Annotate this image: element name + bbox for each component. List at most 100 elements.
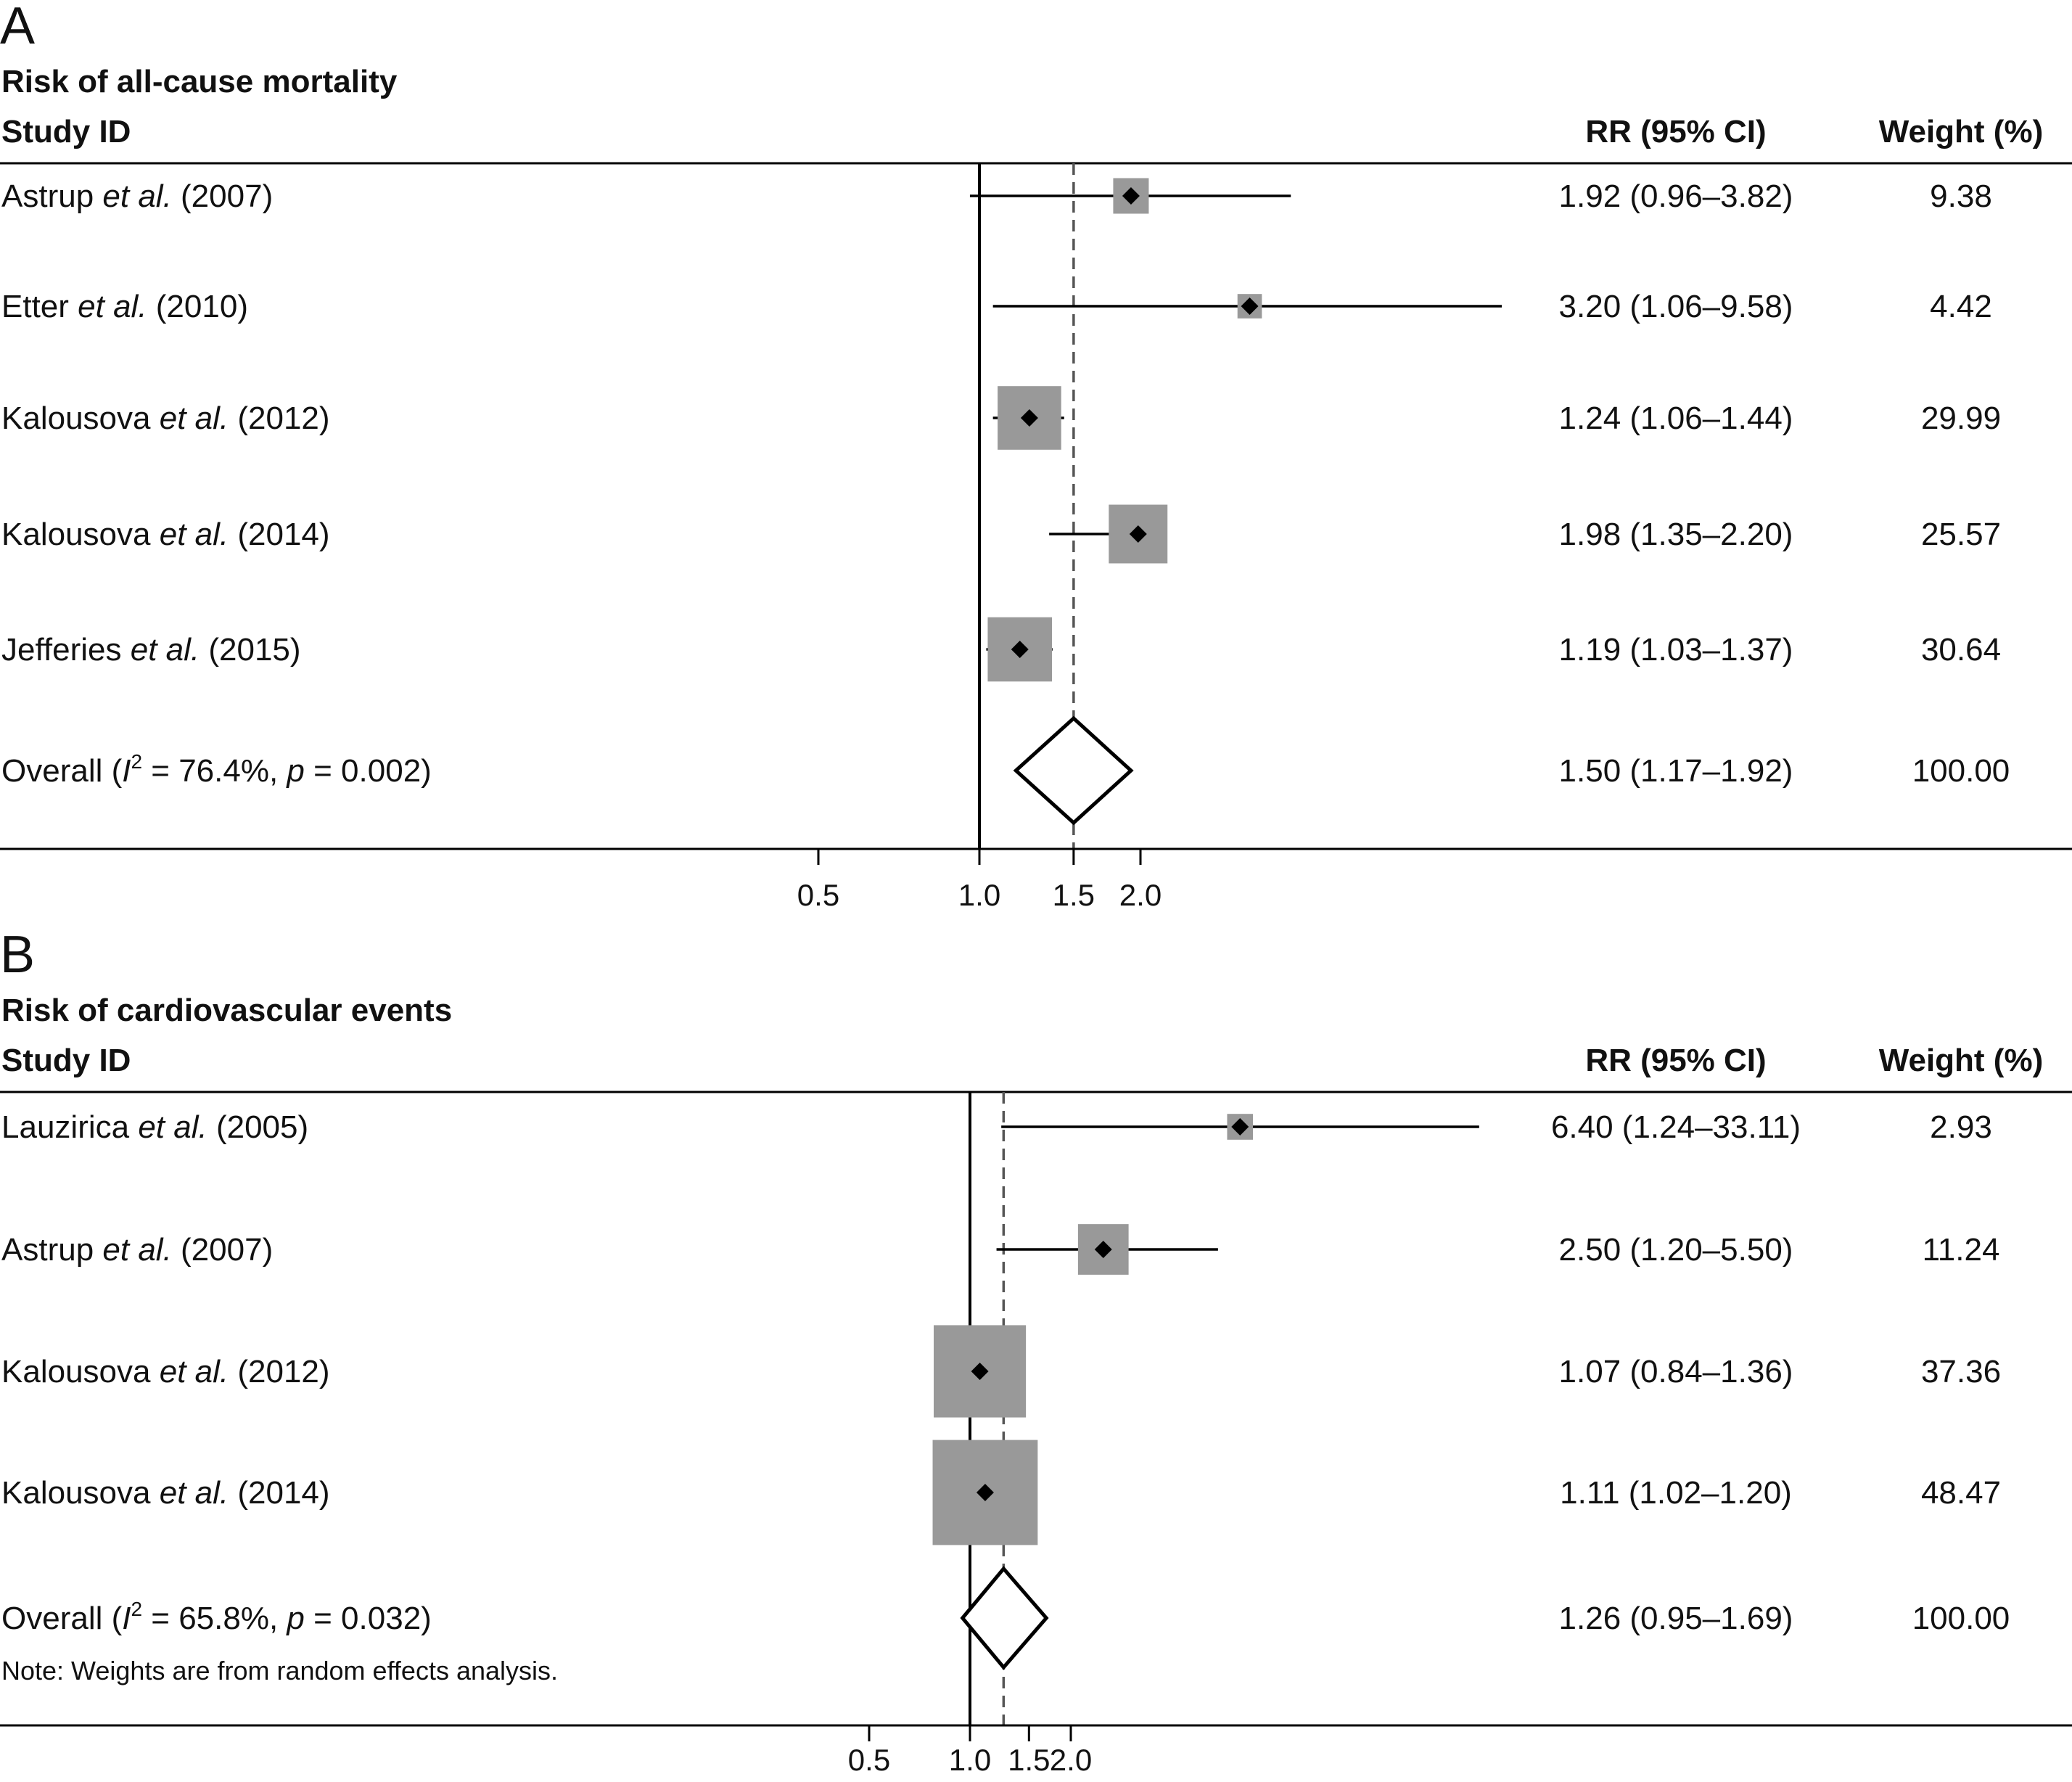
- study-year: (2014): [237, 1475, 329, 1511]
- overall-weight: 100.00: [1912, 753, 2010, 789]
- study-etal: et al.: [160, 401, 229, 436]
- study-author: Astrup: [1, 1232, 94, 1268]
- study-label: Lauzirica et al. (2005): [1, 1109, 308, 1145]
- x-tick-label: 2.0: [1119, 878, 1162, 912]
- header-rr-ci: RR (95% CI): [1585, 114, 1766, 149]
- study-label: Astrup et al. (2007): [1, 1232, 273, 1268]
- overall-diamond: [1013, 715, 1134, 826]
- study-year: (2012): [237, 401, 329, 436]
- weight-value: 25.57: [1921, 517, 2001, 552]
- study-etal: et al.: [138, 1109, 207, 1145]
- weight-value: 29.99: [1921, 401, 2001, 436]
- study-author: Jefferies: [1, 632, 122, 668]
- x-tick-label: 0.5: [797, 878, 839, 912]
- study-year: (2014): [237, 517, 329, 552]
- overall-label: Overall (I2 = 65.8%, p = 0.032): [1, 1598, 432, 1636]
- weight-value: 48.47: [1921, 1475, 2001, 1511]
- overall-row: Overall (I2 = 65.8%, p = 0.032) 1.26 (0.9…: [1, 1566, 2010, 1670]
- rr-ci-value: 1.24 (1.06–1.44): [1559, 401, 1793, 436]
- x-tick-label: 1.5: [1008, 1743, 1050, 1777]
- point-estimate: [1122, 187, 1140, 205]
- study-row: Kalousova et al. (2012) 1.07 (0.84–1.36) 3…: [1, 1325, 2001, 1418]
- forest-panel-b: B Risk of cardiovascular events Study ID RR…: [0, 926, 2072, 1777]
- x-tick-label: 1.0: [958, 878, 1000, 912]
- study-row: Astrup et al. (2007) 1.92 (0.96–3.82) 9.38: [1, 178, 1992, 214]
- study-row: Lauzirica et al. (2005) 6.40 (1.24–33.11)…: [1, 1109, 1992, 1145]
- overall-diamond: [960, 1566, 1049, 1670]
- point-estimate: [1241, 297, 1259, 315]
- i2-superscript: 2: [131, 1598, 142, 1620]
- header-weight: Weight (%): [1879, 114, 2044, 149]
- point-estimate: [1094, 1241, 1112, 1258]
- i2-symbol: I: [122, 1601, 131, 1636]
- study-etal: et al.: [78, 289, 147, 324]
- rr-ci-value: 1.19 (1.03–1.37): [1559, 632, 1793, 668]
- panel-subtitle: Risk of all-cause mortality: [1, 64, 398, 99]
- point-estimate: [1129, 525, 1147, 543]
- rr-ci-value: 1.11 (1.02–1.20): [1560, 1475, 1792, 1511]
- overall-weight: 100.00: [1912, 1601, 2010, 1636]
- weight-value: 37.36: [1921, 1354, 2001, 1389]
- p-value: = 0.002): [305, 753, 432, 789]
- rr-ci-value: 1.92 (0.96–3.82): [1559, 178, 1793, 214]
- footnote: Note: Weights are from random effects an…: [1, 1656, 558, 1685]
- study-label: Jefferies et al. (2015): [1, 632, 301, 668]
- study-etal: et al.: [131, 632, 200, 668]
- study-year: (2007): [181, 178, 273, 214]
- rr-ci-value: 1.98 (1.35–2.20): [1559, 517, 1793, 552]
- study-author: Astrup: [1, 178, 94, 214]
- point-estimate: [1231, 1118, 1249, 1136]
- point-estimate: [1020, 409, 1038, 427]
- forest-panel-a: A Risk of all-cause mortality Study ID RR (…: [0, 0, 2072, 912]
- rr-ci-value: 1.07 (0.84–1.36): [1559, 1354, 1793, 1389]
- panel-subtitle: Risk of cardiovascular events: [1, 993, 452, 1028]
- study-etal: et al.: [160, 517, 229, 552]
- study-label: Etter et al. (2010): [1, 289, 248, 324]
- i2-superscript: 2: [131, 750, 142, 773]
- x-tick-label: 0.5: [848, 1743, 890, 1777]
- study-year: (2012): [237, 1354, 329, 1389]
- overall-rr-ci: 1.50 (1.17–1.92): [1559, 753, 1793, 789]
- study-author: Kalousova: [1, 1475, 151, 1511]
- study-row: Astrup et al. (2007) 2.50 (1.20–5.50) 11.2…: [1, 1224, 1999, 1275]
- panel-label: A: [0, 0, 35, 55]
- p-symbol: p: [285, 753, 304, 789]
- p-value: = 0.032): [305, 1601, 432, 1636]
- weight-value: 2.93: [1930, 1109, 1992, 1145]
- study-year: (2010): [156, 289, 248, 324]
- study-row: Etter et al. (2010) 3.20 (1.06–9.58) 4.42: [1, 289, 1992, 324]
- study-label: Kalousova et al. (2014): [1, 517, 330, 552]
- point-estimate: [971, 1363, 989, 1380]
- point-estimate: [976, 1484, 994, 1501]
- study-row: Kalousova et al. (2012) 1.24 (1.06–1.44) 2…: [1, 386, 2001, 450]
- study-etal: et al.: [102, 178, 171, 214]
- overall-rr-ci: 1.26 (0.95–1.69): [1559, 1601, 1793, 1636]
- study-etal: et al.: [160, 1475, 229, 1511]
- panel-label: B: [0, 926, 35, 984]
- weight-value: 11.24: [1923, 1232, 2000, 1268]
- study-etal: et al.: [102, 1232, 171, 1268]
- study-author: Kalousova: [1, 1354, 151, 1389]
- header-study-id: Study ID: [1, 1043, 131, 1078]
- point-estimate: [1011, 641, 1029, 658]
- study-year: (2015): [208, 632, 300, 668]
- overall-row: Overall (I2 = 76.4%, p = 0.002) 1.50 (1.1…: [1, 715, 2010, 826]
- header-weight: Weight (%): [1879, 1043, 2044, 1078]
- study-label: Kalousova et al. (2012): [1, 1354, 330, 1389]
- study-author: Kalousova: [1, 401, 151, 436]
- study-row: Jefferies et al. (2015) 1.19 (1.03–1.37) 3…: [1, 617, 2001, 682]
- study-etal: et al.: [160, 1354, 229, 1389]
- study-year: (2007): [181, 1232, 273, 1268]
- x-tick-label: 1.0: [949, 1743, 991, 1777]
- x-tick-label: 2.0: [1050, 1743, 1092, 1777]
- overall-prefix: Overall (: [1, 1601, 123, 1636]
- i2-value: = 65.8%,: [142, 1601, 287, 1636]
- study-label: Kalousova et al. (2012): [1, 401, 330, 436]
- study-row: Kalousova et al. (2014) 1.11 (1.02–1.20) 4…: [1, 1440, 2001, 1545]
- weight-value: 4.42: [1930, 289, 1992, 324]
- weight-value: 9.38: [1930, 178, 1992, 214]
- i2-value: = 76.4%,: [142, 753, 287, 789]
- study-author: Etter: [1, 289, 69, 324]
- study-label: Astrup et al. (2007): [1, 178, 273, 214]
